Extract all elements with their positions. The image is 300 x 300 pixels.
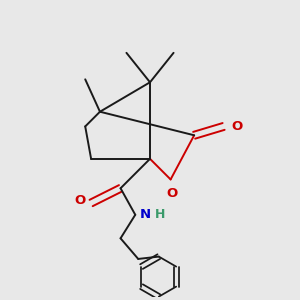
Text: O: O: [167, 187, 178, 200]
Text: O: O: [74, 194, 85, 207]
Text: O: O: [231, 120, 242, 133]
Text: H: H: [154, 208, 165, 221]
Text: N: N: [140, 208, 151, 221]
